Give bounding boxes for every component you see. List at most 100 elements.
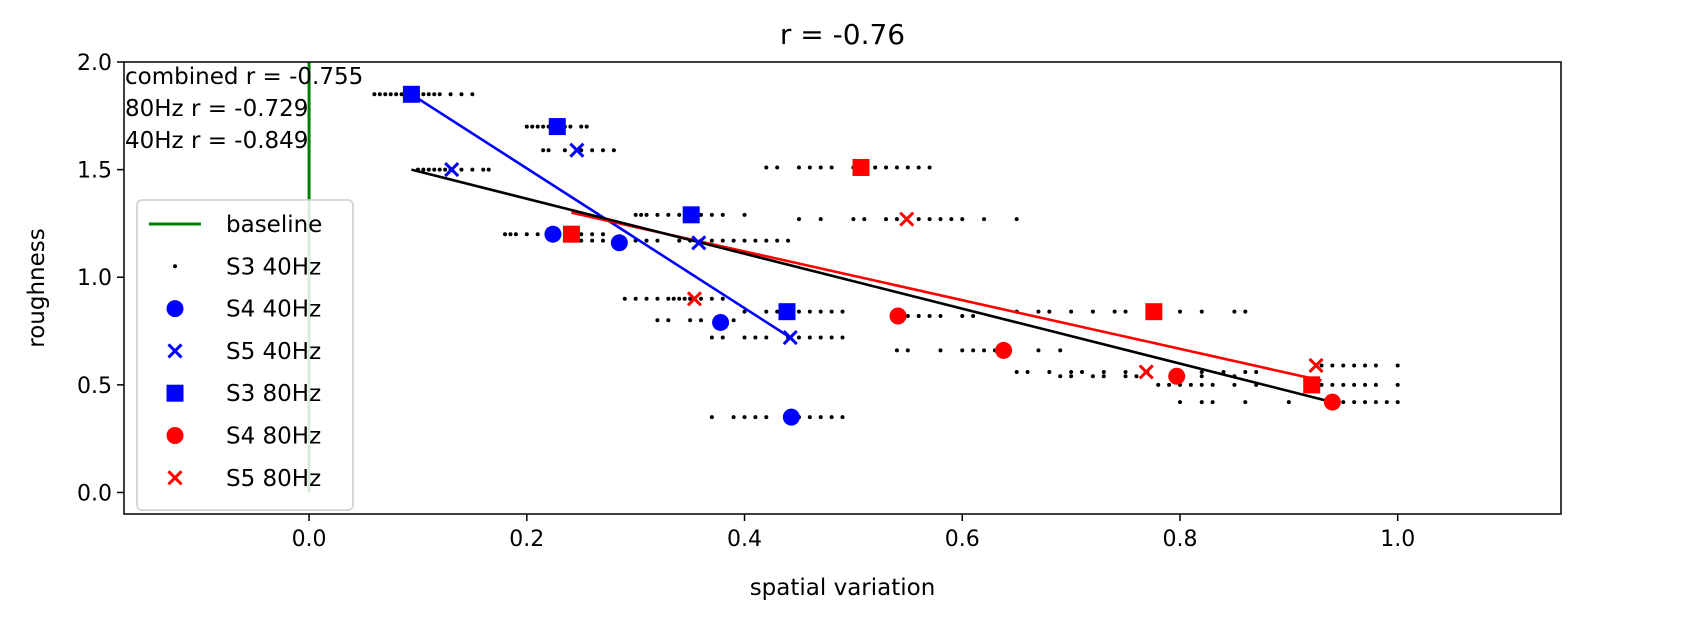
data-point [426,167,431,172]
data-point [579,238,584,243]
data-point [1395,382,1400,387]
data-point [1188,382,1193,387]
data-point [818,217,823,222]
data-point [905,313,910,318]
data-point [720,238,725,243]
data-point [894,348,899,353]
y-axis: 0.0 0.5 1.0 1.5 2.0 [77,51,124,506]
data-point [960,217,965,222]
legend-label: S4 80Hz [226,424,321,450]
data-point [611,148,616,153]
data-point [1047,309,1052,314]
data-point [938,348,943,353]
data-point [399,92,404,97]
series-s5-80hz [686,211,1324,380]
data-point [1352,363,1357,368]
data-point [508,232,513,237]
data-point [742,309,747,314]
data-point [829,335,834,340]
data-point [1330,363,1335,368]
data-point [753,415,758,420]
data-point [775,165,780,170]
data-point [568,124,573,129]
data-point [1352,382,1357,387]
data-point [840,415,845,420]
data-point [470,92,475,97]
data-point [818,415,823,420]
data-point [601,238,605,243]
data-point [579,148,584,153]
data-point [459,92,464,97]
data-point [1069,369,1074,374]
data-point [949,217,954,222]
data-point [402,85,420,103]
data-point [1373,382,1378,387]
data-point [720,335,725,340]
annotation-combined-r: combined r = -0.755 [125,64,363,90]
data-point [524,232,529,237]
data-point [1058,374,1063,379]
x-axis: 0.0 0.2 0.4 0.6 0.8 1.0 [292,514,1415,552]
data-point [720,212,725,217]
legend-item: S4 40Hz [166,297,321,323]
data-point [712,313,730,331]
legend-label: S4 40Hz [226,297,321,323]
data-point [610,234,628,252]
data-point [938,217,943,222]
data-point [1199,309,1204,314]
data-point [807,309,812,314]
data-point [1303,376,1321,394]
data-point [535,232,540,237]
y-tick-label: 0.0 [77,481,112,506]
data-point [383,92,388,97]
data-point [927,165,932,170]
data-point [1341,363,1346,368]
data-point [677,212,682,217]
legend-marker-icon [166,427,184,444]
data-point [481,167,486,172]
legend-label: S5 40Hz [226,339,321,365]
data-point [995,341,1013,359]
data-point [655,296,660,301]
data-point [1286,400,1291,405]
data-point [437,92,442,97]
legend-label: S3 40Hz [226,254,321,280]
data-point [377,92,382,97]
data-point [569,142,585,158]
data-point [709,296,714,301]
data-point [1319,363,1324,368]
data-point [432,167,437,172]
data-point [388,92,393,97]
data-point [731,318,736,323]
data-point [470,167,475,172]
data-point [682,296,687,301]
data-point [982,348,987,353]
data-point [1156,382,1161,387]
data-point [644,238,649,243]
data-point [486,167,491,172]
data-point [544,225,562,243]
data-point [1123,309,1128,314]
data-point [1363,363,1368,368]
data-point [1323,393,1341,411]
series-extra [562,158,1321,394]
data-point [796,309,801,314]
data-point [1090,309,1095,314]
data-point [807,415,812,420]
data-point [889,307,907,325]
data-point [764,335,769,340]
data-point [960,313,965,318]
data-point [731,238,736,243]
annotation-80hz-r: 80Hz r = -0.729 [125,96,308,122]
data-point [1395,363,1400,368]
data-point [1069,309,1074,314]
data-point [1036,309,1041,314]
data-point [686,291,703,307]
data-point [1080,369,1084,374]
data-point [601,148,605,153]
data-point [796,165,801,170]
data-point [1199,374,1204,379]
data-point [742,335,747,340]
data-point [1232,382,1237,387]
data-point [1199,400,1204,405]
